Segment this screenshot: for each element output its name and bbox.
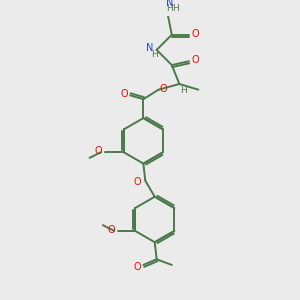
Text: H: H: [180, 86, 187, 95]
Text: O: O: [192, 29, 199, 39]
Text: N: N: [166, 0, 174, 8]
Text: H: H: [167, 4, 173, 13]
Text: N: N: [146, 43, 154, 53]
Text: O: O: [107, 225, 115, 235]
Text: O: O: [160, 84, 167, 94]
Text: O: O: [192, 55, 199, 65]
Text: H: H: [152, 50, 158, 59]
Text: H: H: [172, 4, 179, 13]
Text: O: O: [134, 262, 142, 272]
Text: O: O: [94, 146, 102, 156]
Text: O: O: [121, 89, 128, 99]
Text: O: O: [134, 177, 142, 187]
